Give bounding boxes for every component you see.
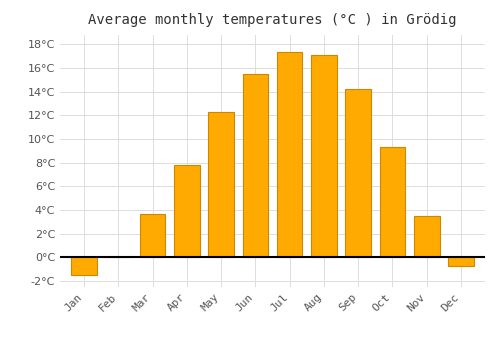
Bar [414,216,440,257]
Bar [174,165,200,257]
Bar [311,55,337,257]
Bar [208,112,234,257]
Bar [346,89,371,257]
Bar [71,257,97,275]
Bar [140,214,166,257]
Title: Average monthly temperatures (°C ) in Grödig: Average monthly temperatures (°C ) in Gr… [88,13,457,27]
Bar [380,147,406,257]
Bar [277,51,302,257]
Bar [242,74,268,257]
Bar [448,257,474,266]
